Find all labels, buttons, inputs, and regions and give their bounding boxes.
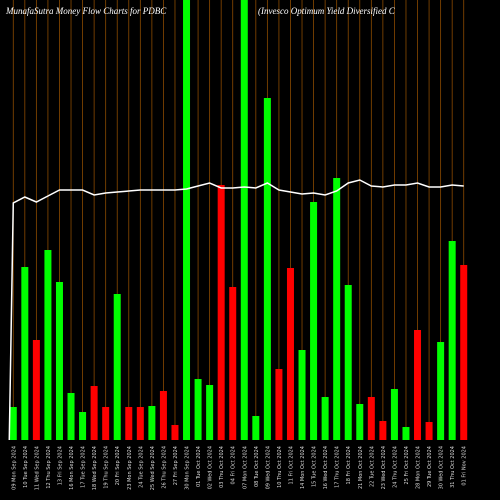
bar bbox=[32, 340, 40, 440]
x-tick-label: 24 Thu Oct 2024 bbox=[392, 446, 398, 488]
x-tick-label: 16 Mon Sep 2024 bbox=[69, 446, 75, 490]
bar bbox=[460, 265, 468, 440]
bar bbox=[55, 282, 63, 440]
bar bbox=[125, 407, 133, 440]
bar bbox=[437, 342, 445, 440]
x-tick-label: 10 Thu Oct 2024 bbox=[277, 446, 283, 488]
bar bbox=[402, 427, 410, 440]
chart-subtitle: (Invesco Optimum Yield Diversified C bbox=[258, 6, 396, 16]
bar bbox=[217, 185, 225, 440]
x-tick-label: 17 Thu Oct 2024 bbox=[335, 446, 341, 488]
x-tick-label: 21 Mon Oct 2024 bbox=[358, 446, 364, 489]
x-tick-label: 31 Thu Oct 2024 bbox=[450, 446, 456, 488]
bar bbox=[206, 385, 214, 440]
bar bbox=[310, 202, 318, 440]
bar bbox=[321, 397, 329, 440]
bar bbox=[298, 350, 306, 440]
bar bbox=[136, 407, 144, 440]
x-tick-label: 17 Tue Sep 2024 bbox=[81, 446, 87, 488]
x-tick-label: 13 Fri Sep 2024 bbox=[57, 446, 63, 485]
x-tick-label: 26 Thu Sep 2024 bbox=[161, 446, 167, 489]
x-tick-label: 09 Wed Oct 2024 bbox=[265, 446, 271, 489]
x-tick-label: 08 Tue Oct 2024 bbox=[254, 446, 260, 487]
bar bbox=[344, 285, 352, 440]
x-tick-label: 14 Mon Oct 2024 bbox=[300, 446, 306, 489]
x-tick-label: 09 Mon Sep 2024 bbox=[11, 446, 17, 490]
x-tick-label: 11 Fri Oct 2024 bbox=[288, 446, 294, 484]
bar bbox=[9, 407, 17, 440]
bar bbox=[356, 404, 364, 440]
bar bbox=[448, 241, 456, 440]
x-tick-label: 16 Wed Oct 2024 bbox=[323, 446, 329, 489]
x-tick-label: 24 Tue Sep 2024 bbox=[138, 446, 144, 488]
x-tick-label: 30 Mon Sep 2024 bbox=[185, 446, 191, 490]
bar bbox=[425, 422, 433, 440]
x-tick-label: 04 Fri Oct 2024 bbox=[231, 446, 237, 484]
bar bbox=[148, 406, 156, 440]
bar bbox=[171, 425, 179, 440]
x-tick-label: 28 Mon Oct 2024 bbox=[416, 446, 422, 489]
x-tick-label: 03 Thu Oct 2024 bbox=[219, 446, 225, 488]
bar bbox=[229, 287, 237, 440]
bar bbox=[240, 0, 248, 440]
x-tick-label: 22 Tue Oct 2024 bbox=[369, 446, 375, 487]
x-tick-label: 23 Mon Sep 2024 bbox=[127, 446, 133, 490]
bar bbox=[79, 412, 87, 440]
x-tick-label: 12 Thu Sep 2024 bbox=[46, 446, 52, 489]
bar bbox=[390, 389, 398, 440]
bar bbox=[44, 250, 52, 440]
bar bbox=[252, 416, 260, 440]
x-tick-label: 23 Wed Oct 2024 bbox=[381, 446, 387, 489]
bar bbox=[414, 330, 422, 440]
x-labels: 09 Mon Sep 2024 10 Tue Sep 2024 11 Wed Sep… bbox=[11, 446, 467, 490]
x-tick-label: 07 Mon Oct 2024 bbox=[242, 446, 248, 489]
bar bbox=[275, 369, 283, 440]
x-tick-label: 27 Fri Sep 2024 bbox=[173, 446, 179, 485]
bar bbox=[102, 407, 110, 440]
x-tick-label: 11 Wed Sep 2024 bbox=[34, 446, 40, 490]
bar bbox=[183, 0, 191, 440]
bar bbox=[286, 268, 294, 440]
lines bbox=[8, 179, 464, 441]
price-line bbox=[8, 179, 464, 441]
x-tick-label: 02 Wed Oct 2024 bbox=[208, 446, 214, 489]
x-tick-label: 10 Tue Sep 2024 bbox=[23, 446, 29, 488]
x-tick-label: 01 Fri Nov 2024 bbox=[462, 446, 468, 486]
bar bbox=[379, 421, 387, 440]
x-tick-label: 30 Wed Oct 2024 bbox=[439, 446, 445, 489]
bar bbox=[333, 178, 341, 440]
bar bbox=[21, 267, 29, 440]
bar bbox=[113, 294, 121, 440]
bar bbox=[194, 379, 202, 440]
x-tick-label: 25 Fri Oct 2024 bbox=[404, 446, 410, 484]
x-tick-label: 18 Fri Oct 2024 bbox=[346, 446, 352, 484]
x-tick-label: 15 Tue Oct 2024 bbox=[312, 446, 318, 487]
bars bbox=[9, 0, 468, 440]
x-tick-label: 25 Wed Sep 2024 bbox=[150, 446, 156, 490]
bar bbox=[367, 397, 375, 440]
chart-title: MunafaSutra Money Flow Charts for PDBC bbox=[5, 6, 167, 16]
x-tick-label: 18 Wed Sep 2024 bbox=[92, 446, 98, 490]
bar bbox=[67, 393, 75, 440]
x-tick-label: 01 Tue Oct 2024 bbox=[196, 446, 202, 487]
x-tick-label: 29 Tue Oct 2024 bbox=[427, 446, 433, 487]
x-tick-label: 19 Thu Sep 2024 bbox=[104, 446, 110, 489]
bar bbox=[90, 386, 98, 440]
bar bbox=[263, 98, 271, 440]
x-tick-label: 20 Fri Sep 2024 bbox=[115, 446, 121, 485]
bar bbox=[159, 391, 167, 440]
